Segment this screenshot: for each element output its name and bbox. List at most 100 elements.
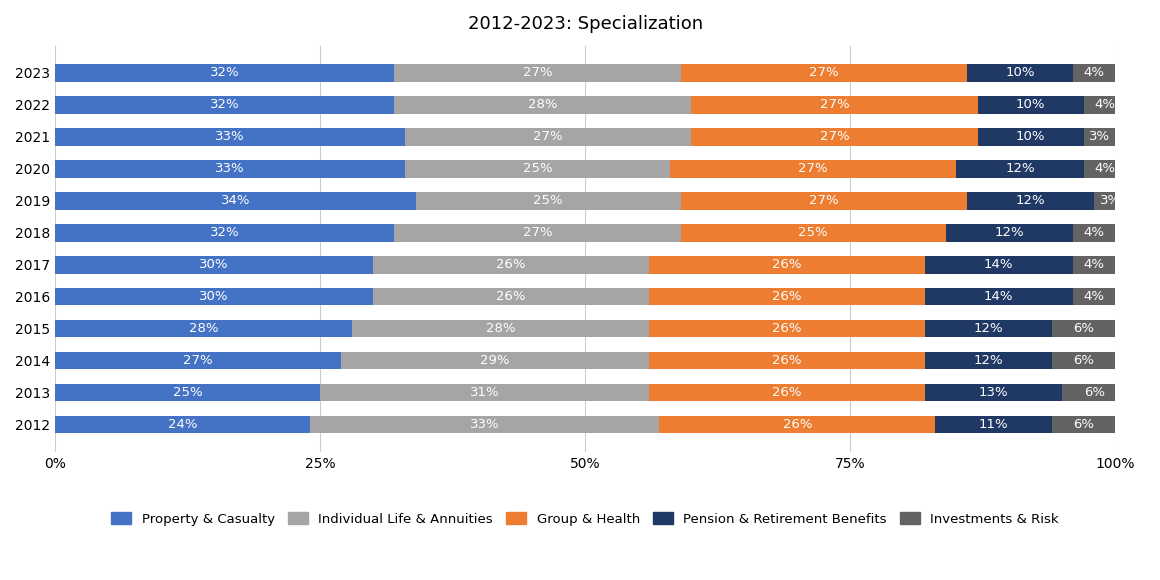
Bar: [1052, 416, 1116, 433]
Text: 3%: 3%: [1089, 130, 1110, 143]
Bar: [415, 192, 681, 209]
Text: 27%: 27%: [798, 162, 828, 175]
Text: 28%: 28%: [528, 99, 558, 111]
Bar: [681, 224, 945, 241]
Bar: [1073, 224, 1116, 241]
Text: 14%: 14%: [984, 290, 1014, 303]
Bar: [1073, 64, 1116, 82]
Text: 10%: 10%: [1016, 99, 1045, 111]
Text: 24%: 24%: [167, 418, 197, 431]
Text: 34%: 34%: [220, 194, 251, 207]
Text: 27%: 27%: [534, 130, 563, 143]
Text: 29%: 29%: [480, 354, 510, 367]
Bar: [341, 352, 648, 369]
Text: 27%: 27%: [820, 99, 849, 111]
Text: 28%: 28%: [486, 322, 515, 335]
Text: 26%: 26%: [771, 354, 802, 367]
Text: 26%: 26%: [771, 258, 802, 271]
Text: 12%: 12%: [1016, 194, 1045, 207]
Text: 4%: 4%: [1094, 99, 1115, 111]
Text: 27%: 27%: [523, 226, 552, 240]
Text: 4%: 4%: [1083, 226, 1104, 240]
Text: 33%: 33%: [216, 162, 245, 175]
Bar: [648, 320, 925, 338]
Bar: [956, 160, 1083, 177]
Legend: Property & Casualty, Individual Life & Annuities, Group & Health, Pension & Reti: Property & Casualty, Individual Life & A…: [107, 507, 1065, 531]
Bar: [56, 128, 405, 146]
Text: 26%: 26%: [771, 290, 802, 303]
Bar: [1073, 256, 1116, 274]
Bar: [681, 192, 967, 209]
Text: 27%: 27%: [809, 67, 839, 79]
Bar: [56, 256, 374, 274]
Bar: [978, 128, 1083, 146]
Bar: [374, 288, 648, 306]
Text: 10%: 10%: [1006, 67, 1035, 79]
Bar: [394, 64, 681, 82]
Bar: [1083, 128, 1116, 146]
Text: 6%: 6%: [1083, 386, 1104, 399]
Bar: [56, 352, 341, 369]
Bar: [648, 352, 925, 369]
Bar: [1083, 96, 1126, 114]
Bar: [56, 96, 394, 114]
Bar: [1083, 160, 1126, 177]
Text: 25%: 25%: [173, 386, 203, 399]
Bar: [394, 96, 691, 114]
Bar: [691, 128, 978, 146]
Text: 26%: 26%: [496, 258, 525, 271]
Text: 26%: 26%: [783, 418, 812, 431]
Bar: [648, 288, 925, 306]
Text: 4%: 4%: [1083, 67, 1104, 79]
Bar: [310, 416, 660, 433]
Bar: [648, 256, 925, 274]
Text: 26%: 26%: [771, 322, 802, 335]
Text: 28%: 28%: [189, 322, 218, 335]
Text: 4%: 4%: [1094, 162, 1115, 175]
Text: 25%: 25%: [798, 226, 828, 240]
Text: 27%: 27%: [820, 130, 849, 143]
Bar: [1052, 320, 1116, 338]
Text: 25%: 25%: [534, 194, 563, 207]
Text: 27%: 27%: [183, 354, 213, 367]
Bar: [925, 320, 1052, 338]
Bar: [374, 256, 648, 274]
Bar: [660, 416, 935, 433]
Text: 6%: 6%: [1073, 354, 1094, 367]
Text: 14%: 14%: [984, 258, 1014, 271]
Text: 12%: 12%: [994, 226, 1024, 240]
Text: 6%: 6%: [1073, 418, 1094, 431]
Bar: [56, 320, 351, 338]
Bar: [925, 352, 1052, 369]
Text: 32%: 32%: [210, 67, 240, 79]
Bar: [56, 160, 405, 177]
Text: 32%: 32%: [210, 226, 240, 240]
Bar: [967, 64, 1073, 82]
Bar: [56, 224, 394, 241]
Text: 32%: 32%: [210, 99, 240, 111]
Bar: [925, 384, 1063, 401]
Bar: [925, 256, 1073, 274]
Text: 25%: 25%: [523, 162, 552, 175]
Text: 30%: 30%: [200, 258, 229, 271]
Bar: [648, 384, 925, 401]
Title: 2012-2023: Specialization: 2012-2023: Specialization: [467, 15, 703, 33]
Bar: [56, 288, 374, 306]
Bar: [681, 64, 967, 82]
Text: 12%: 12%: [1006, 162, 1035, 175]
Bar: [56, 64, 394, 82]
Bar: [394, 224, 681, 241]
Text: 12%: 12%: [973, 354, 1003, 367]
Text: 11%: 11%: [979, 418, 1008, 431]
Text: 33%: 33%: [216, 130, 245, 143]
Text: 6%: 6%: [1073, 322, 1094, 335]
Bar: [56, 192, 415, 209]
Text: 30%: 30%: [200, 290, 229, 303]
Text: 27%: 27%: [523, 67, 552, 79]
Bar: [1063, 384, 1126, 401]
Bar: [691, 96, 978, 114]
Bar: [56, 384, 320, 401]
Bar: [670, 160, 956, 177]
Bar: [978, 96, 1083, 114]
Text: 33%: 33%: [470, 418, 499, 431]
